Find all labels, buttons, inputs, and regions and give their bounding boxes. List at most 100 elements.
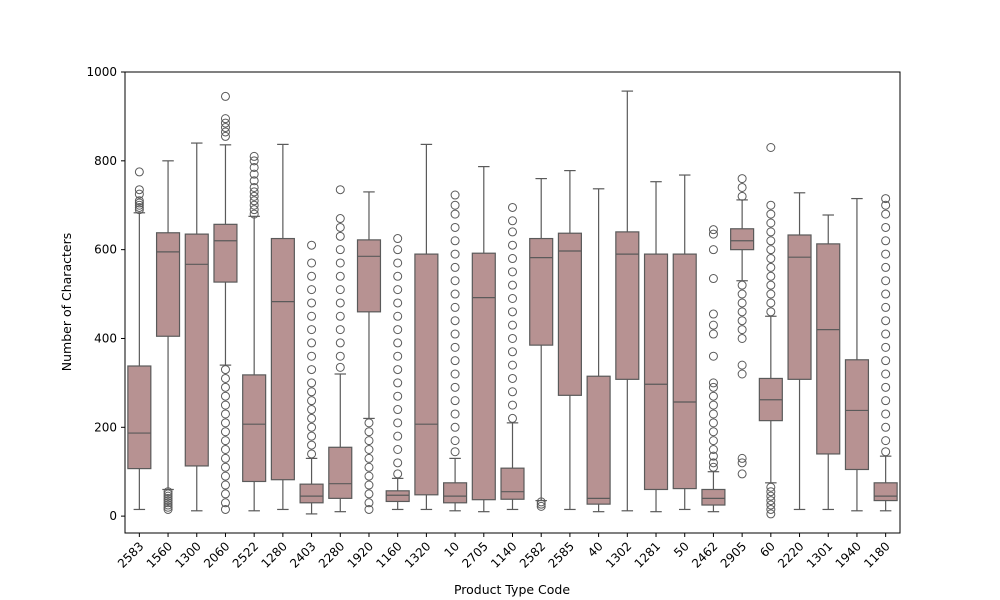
box-group-2583 — [127, 167, 152, 511]
outlier-point — [708, 418, 718, 428]
outlier-point — [220, 480, 230, 490]
box-group-1560 — [155, 160, 181, 514]
outlier-point — [766, 482, 776, 492]
outlier-point — [881, 447, 891, 457]
outlier-point — [450, 436, 460, 446]
outlier-point — [508, 280, 517, 290]
box-group-1281 — [643, 181, 669, 513]
box-iqr — [385, 490, 410, 503]
outlier-point — [766, 236, 776, 246]
outlier-point — [335, 245, 345, 255]
outlier-point — [508, 240, 517, 250]
outlier-point — [508, 413, 517, 423]
outlier-point — [307, 440, 317, 450]
outlier-point — [881, 369, 891, 379]
outlier-point — [881, 276, 891, 286]
outlier-point — [134, 202, 144, 212]
outlier-point — [508, 347, 517, 357]
outlier-point — [881, 396, 891, 406]
outlier-point — [737, 182, 747, 192]
outlier-point — [364, 471, 374, 481]
outlier-point — [307, 298, 317, 308]
outlier-point — [737, 453, 747, 463]
y-tick-label: 1000 — [86, 65, 117, 79]
outlier-point — [249, 200, 259, 210]
outlier-point — [737, 469, 747, 479]
outlier-point — [766, 509, 776, 519]
outlier-point — [220, 445, 230, 455]
x-tick-label: 2403 — [287, 539, 318, 570]
x-tick-label: 2582 — [517, 539, 548, 570]
outlier-point — [163, 489, 173, 499]
outlier-point — [508, 360, 517, 370]
outlier-point — [450, 209, 460, 219]
outlier-point — [220, 453, 230, 463]
outlier-point — [708, 451, 718, 461]
outlier-point — [134, 196, 144, 206]
outlier-point — [766, 209, 776, 219]
outlier-point — [393, 418, 403, 428]
box-iqr — [471, 252, 496, 501]
outlier-point — [508, 216, 517, 226]
outlier-point — [163, 498, 173, 508]
outlier-point — [881, 262, 891, 272]
x-axis: 2583156013002060252212802403228019201160… — [115, 533, 893, 571]
outlier-point — [881, 409, 891, 419]
outlier-point — [708, 427, 718, 437]
outlier-point — [393, 298, 403, 308]
x-tick-label: 1320 — [402, 539, 433, 570]
box-group-1160 — [385, 234, 410, 511]
outlier-point — [220, 489, 230, 499]
x-tick-label: 1281 — [632, 539, 663, 570]
outlier-point — [364, 480, 374, 490]
outlier-point — [450, 200, 460, 210]
outlier-point — [364, 427, 374, 437]
outlier-point — [766, 307, 776, 317]
outlier-point — [737, 458, 747, 468]
x-tick-label: 60 — [757, 539, 778, 560]
outlier-point — [163, 493, 173, 503]
x-tick-label: 2280 — [316, 539, 347, 570]
outlier-point — [220, 365, 230, 375]
outlier-point — [307, 422, 317, 432]
outlier-point — [220, 382, 230, 392]
outlier-point — [508, 227, 517, 237]
outlier-point — [335, 231, 345, 241]
x-tick-label: 2705 — [459, 539, 490, 570]
outlier-point — [450, 422, 460, 432]
outlier-point — [393, 351, 403, 361]
x-tick-label: 2060 — [201, 539, 232, 570]
outlier-point — [450, 382, 460, 392]
outlier-point — [708, 309, 718, 319]
x-tick-label: 2220 — [775, 539, 806, 570]
box-group-60 — [758, 143, 783, 519]
outlier-point — [737, 369, 747, 379]
outlier-point — [249, 176, 259, 186]
outlier-point — [708, 458, 718, 468]
outlier-point — [364, 462, 374, 472]
outlier-point — [307, 351, 317, 361]
outlier-point — [450, 276, 460, 286]
outlier-point — [364, 498, 374, 508]
outlier-point — [508, 333, 517, 343]
outlier-point — [163, 500, 173, 510]
outlier-point — [450, 236, 460, 246]
outlier-point — [881, 249, 891, 259]
outlier-point — [393, 285, 403, 295]
box-iqr — [730, 228, 755, 251]
outlier-point — [307, 431, 317, 441]
box-group-10 — [443, 190, 468, 512]
outlier-point — [249, 156, 259, 166]
outlier-point — [393, 338, 403, 348]
outlier-point — [881, 356, 891, 366]
box-group-1940 — [844, 197, 870, 512]
box-group-2705 — [471, 165, 496, 513]
outlier-point — [220, 391, 230, 401]
outlier-point — [364, 504, 374, 514]
x-tick-label: 2583 — [115, 539, 146, 570]
outlier-point — [393, 365, 403, 375]
outlier-point — [508, 202, 517, 212]
outlier-point — [220, 118, 230, 128]
outlier-point — [364, 418, 374, 428]
